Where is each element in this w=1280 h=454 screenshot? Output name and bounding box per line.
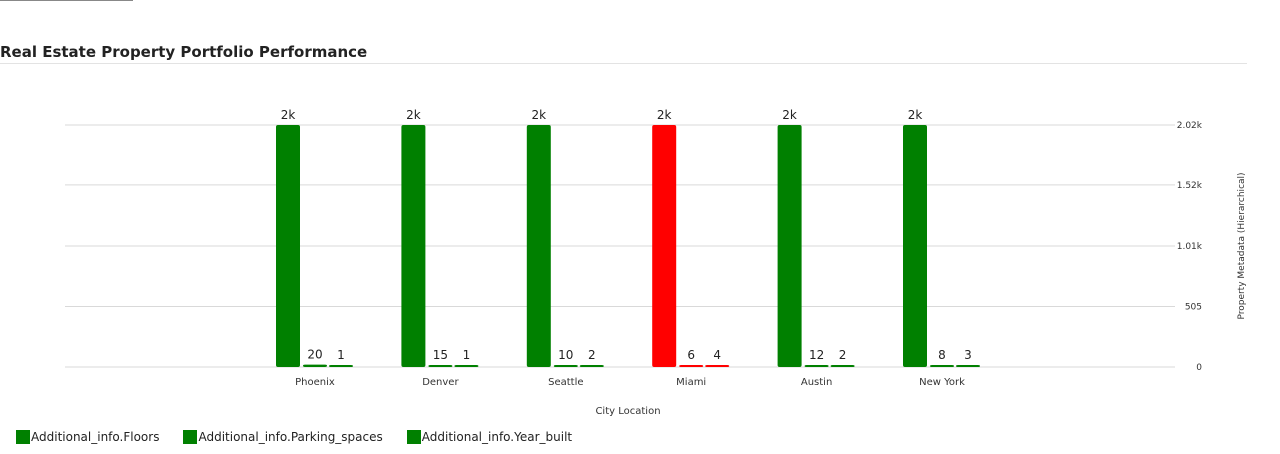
legend-swatch-year-built xyxy=(406,430,421,444)
x-axis-label: City Location xyxy=(595,406,660,417)
bar xyxy=(705,365,730,367)
data-label: 2k xyxy=(782,108,797,122)
bar xyxy=(679,365,704,367)
bar xyxy=(276,125,300,367)
y-axis-label: Property Metadata (Hierarchical) xyxy=(1237,172,1247,319)
bar xyxy=(930,365,954,367)
bar xyxy=(329,365,353,367)
y-tick-label: 2.02k xyxy=(1177,121,1203,131)
data-label: 6 xyxy=(687,348,695,362)
data-label: 2 xyxy=(839,348,847,362)
data-label: 3 xyxy=(964,348,972,362)
x-tick-label: Phoenix xyxy=(295,377,335,388)
bar xyxy=(652,125,677,367)
legend-item-parking-spaces[interactable]: Additional_info.Parking_spaces xyxy=(183,430,383,444)
legend-label-year-built: Additional_info.Year_built xyxy=(421,430,573,444)
data-label: 2k xyxy=(532,108,547,122)
data-label: 10 xyxy=(558,348,573,362)
title-divider xyxy=(0,63,1247,64)
top-divider xyxy=(0,0,133,1)
bar xyxy=(526,125,551,367)
x-tick-label: Denver xyxy=(422,377,459,388)
legend-item-year-built[interactable]: Additional_info.Year_built xyxy=(406,430,573,444)
data-label: 1 xyxy=(337,348,345,362)
bar xyxy=(777,125,802,367)
bar xyxy=(401,125,426,367)
y-tick-label: 505 xyxy=(1185,303,1202,313)
y-tick-label: 1.01k xyxy=(1177,242,1203,252)
data-label: 2k xyxy=(406,108,421,122)
legend-item-floors[interactable]: Additional_info.Floors xyxy=(16,430,159,444)
bar xyxy=(830,365,855,367)
bar xyxy=(428,365,453,367)
data-label: 8 xyxy=(938,348,946,362)
legend-swatch-parking-spaces xyxy=(183,430,198,444)
bar xyxy=(553,365,578,367)
bar xyxy=(454,365,479,367)
legend-label-floors: Additional_info.Floors xyxy=(31,430,160,444)
bar xyxy=(804,365,829,367)
data-label: 15 xyxy=(433,348,448,362)
data-label: 2 xyxy=(588,348,596,362)
data-label: 2k xyxy=(908,108,923,122)
x-tick-label: New York xyxy=(919,377,965,388)
bar xyxy=(579,365,604,367)
x-tick-label: Seattle xyxy=(548,377,583,388)
legend-label-parking-spaces: Additional_info.Parking_spaces xyxy=(198,430,383,444)
y-tick-label: 0 xyxy=(1196,363,1202,373)
y-tick-label: 1.52k xyxy=(1177,181,1203,191)
data-label: 20 xyxy=(307,348,322,362)
data-label: 2k xyxy=(281,108,296,122)
bar xyxy=(956,365,980,367)
chart-legend: Additional_info.Floors Additional_info.P… xyxy=(16,430,572,444)
data-label: 1 xyxy=(463,348,471,362)
data-label: 2k xyxy=(657,108,672,122)
bar xyxy=(903,125,927,367)
legend-swatch-floors xyxy=(16,430,30,444)
bar xyxy=(303,364,327,367)
data-label: 4 xyxy=(713,348,721,362)
x-tick-label: Miami xyxy=(676,377,706,388)
page-title: Real Estate Property Portfolio Performan… xyxy=(0,43,368,61)
x-tick-label: Austin xyxy=(801,377,832,388)
data-label: 12 xyxy=(809,348,824,362)
